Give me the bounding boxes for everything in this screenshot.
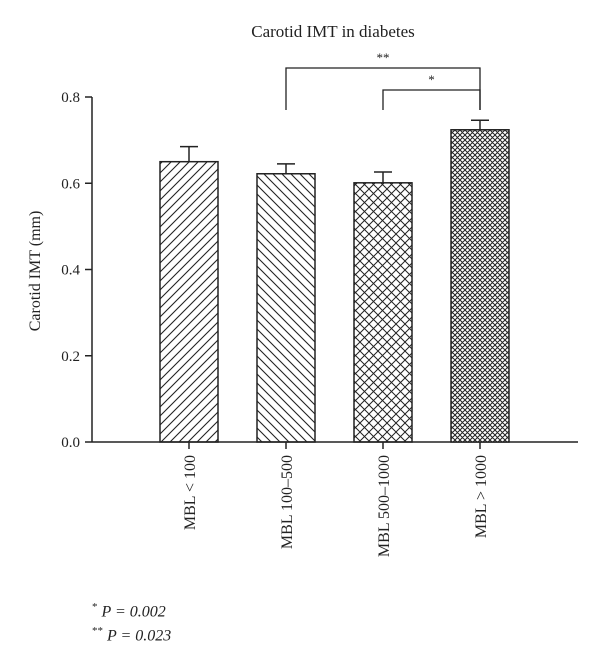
footnote-2: ** P = 0.023 bbox=[92, 619, 172, 645]
footnote-2-text: P = 0.023 bbox=[107, 627, 172, 645]
significance-bracket bbox=[285, 67, 481, 110]
significance-bracket bbox=[382, 89, 481, 110]
y-ticks: 0.0 0.2 0.4 0.6 0.8 bbox=[61, 90, 92, 451]
carotid-imt-bar-chart: Carotid IMT in diabetes Carotid IMT (mm)… bbox=[27, 22, 578, 557]
bar bbox=[353, 182, 413, 443]
significance-brackets: *** bbox=[285, 50, 481, 110]
bar bbox=[450, 129, 510, 443]
y-tick-label: 0.2 bbox=[61, 349, 80, 365]
x-tick-label: MBL 500–1000 bbox=[376, 455, 393, 557]
y-axis-label: Carotid IMT (mm) bbox=[27, 211, 44, 332]
chart-title: Carotid IMT in diabetes bbox=[251, 22, 415, 41]
x-tick-label: MBL < 100 bbox=[182, 455, 199, 530]
bar bbox=[159, 160, 219, 443]
y-tick-label: 0.0 bbox=[61, 435, 80, 451]
x-tick-label: MBL > 1000 bbox=[473, 455, 490, 538]
bar bbox=[256, 173, 316, 443]
footnote-2-mark: ** bbox=[92, 625, 103, 637]
y-tick-label: 0.8 bbox=[61, 90, 80, 106]
bars bbox=[159, 129, 510, 443]
significance-label: * bbox=[428, 72, 435, 87]
y-tick-label: 0.6 bbox=[61, 176, 80, 192]
significance-label: ** bbox=[377, 50, 390, 65]
x-ticks: MBL < 100 MBL 100–500 MBL 500–1000 MBL > 10… bbox=[182, 442, 490, 557]
error-bars bbox=[180, 119, 489, 183]
footnote-1-mark: * bbox=[92, 601, 98, 613]
footnote-1-text: P = 0.002 bbox=[101, 603, 166, 621]
footnote-1: * P = 0.002 bbox=[92, 595, 171, 621]
x-tick-label: MBL 100–500 bbox=[279, 455, 296, 549]
footnotes: * P = 0.002 ** P = 0.023 bbox=[92, 595, 172, 645]
y-tick-label: 0.4 bbox=[61, 263, 80, 279]
